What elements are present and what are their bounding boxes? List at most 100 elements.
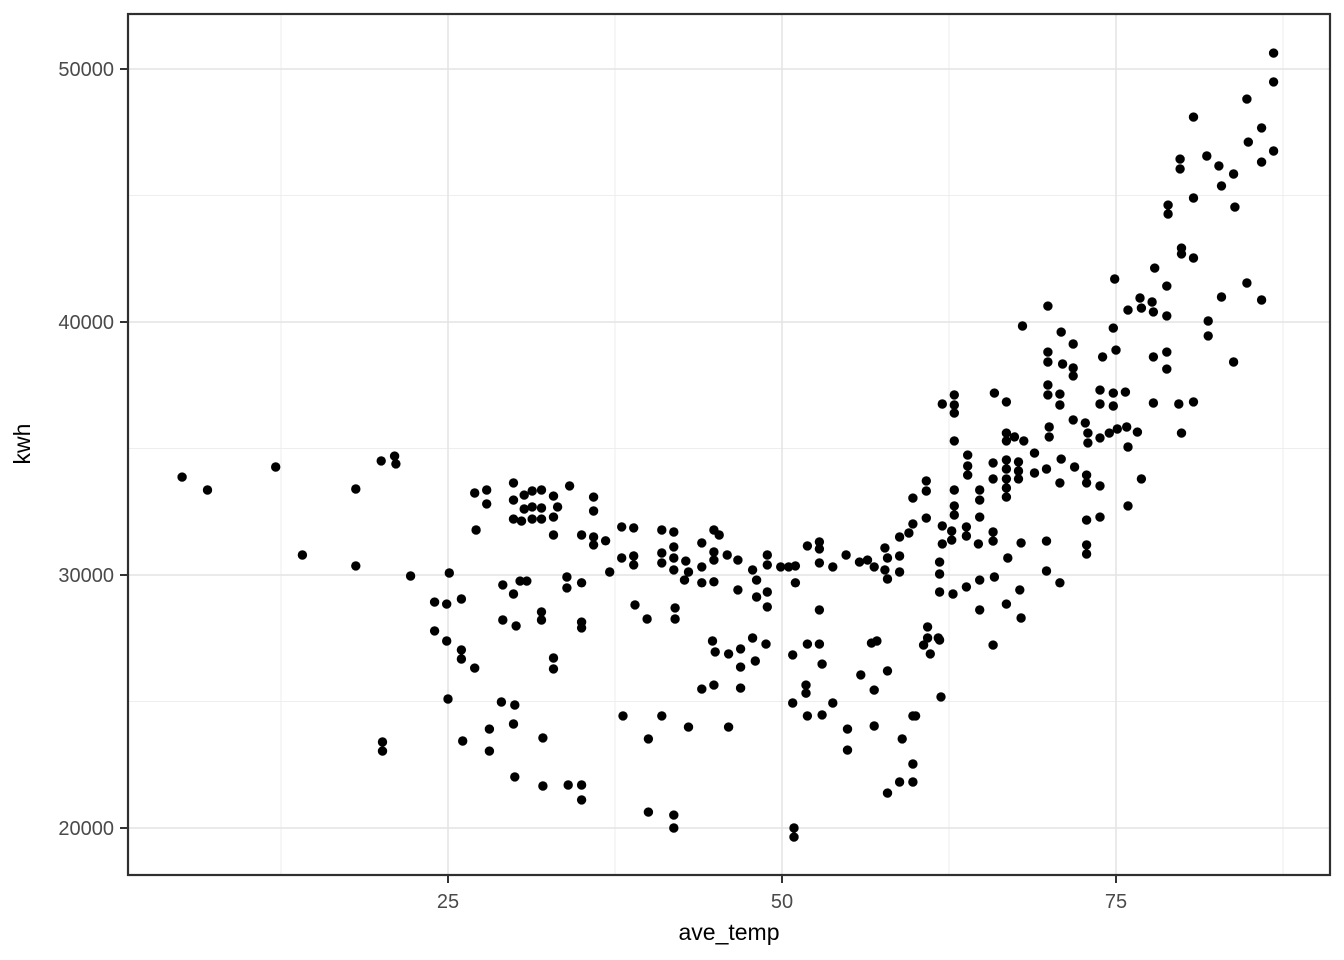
x-axis-tick-labels: 25 50 75 — [437, 891, 1127, 913]
data-point — [429, 597, 440, 607]
data-point — [1135, 293, 1145, 303]
data-point — [814, 544, 825, 554]
data-point — [552, 502, 563, 512]
data-point — [657, 525, 667, 535]
data-point — [862, 555, 873, 565]
data-point — [1044, 422, 1054, 432]
data-point — [536, 503, 547, 513]
data-point — [723, 722, 734, 732]
data-point — [1081, 540, 1092, 550]
data-point — [1163, 209, 1173, 219]
data-point — [642, 614, 652, 624]
data-point — [910, 711, 921, 721]
data-point — [988, 527, 998, 537]
data-point — [1256, 157, 1267, 167]
data-point — [1243, 137, 1254, 147]
data-point — [936, 692, 946, 702]
x-tick-label: 75 — [1105, 891, 1127, 913]
data-point — [681, 556, 691, 566]
data-point — [510, 772, 520, 782]
data-point — [527, 486, 537, 496]
panel-border — [126, 12, 1332, 877]
data-point — [747, 633, 758, 643]
data-point — [869, 685, 879, 695]
data-point — [1268, 77, 1279, 87]
data-point — [988, 474, 998, 484]
data-point — [1057, 359, 1068, 369]
data-point — [1019, 436, 1029, 446]
data-point — [988, 458, 998, 468]
data-point — [515, 576, 525, 586]
data-point — [1043, 301, 1053, 311]
data-point — [548, 512, 559, 522]
data-point — [548, 530, 559, 540]
data-point — [470, 488, 480, 498]
data-point — [536, 514, 547, 524]
data-point — [735, 683, 746, 693]
data-point — [679, 575, 690, 585]
data-point — [747, 565, 758, 575]
data-point — [519, 490, 529, 500]
data-point — [484, 746, 495, 756]
data-point — [921, 513, 931, 523]
data-point — [630, 600, 640, 610]
data-point — [722, 550, 732, 560]
data-point — [1216, 181, 1227, 191]
data-point — [961, 582, 972, 592]
data-point — [1001, 599, 1012, 609]
data-point — [709, 547, 719, 557]
data-point — [975, 575, 985, 585]
data-point — [904, 528, 914, 538]
data-point — [1041, 536, 1052, 546]
data-point — [617, 553, 627, 563]
data-point — [1095, 433, 1105, 443]
data-point — [814, 605, 825, 615]
data-point — [869, 721, 879, 731]
data-point — [922, 633, 933, 643]
data-point — [516, 516, 527, 526]
data-point — [814, 537, 825, 547]
data-point — [1017, 321, 1028, 331]
gridlines-major — [128, 14, 1330, 875]
data-point — [1136, 474, 1147, 484]
data-point — [947, 526, 957, 536]
data-point — [937, 399, 947, 409]
data-point — [538, 733, 548, 743]
data-point — [377, 737, 388, 747]
data-point — [576, 795, 587, 805]
data-point — [508, 589, 519, 599]
data-point — [814, 639, 825, 649]
data-point — [1055, 578, 1065, 588]
data-point — [1009, 432, 1020, 442]
data-point — [1162, 347, 1172, 357]
data-point — [908, 493, 918, 503]
data-point — [588, 540, 599, 550]
data-point — [1256, 123, 1267, 133]
data-point — [522, 576, 532, 586]
data-point — [1095, 399, 1105, 409]
data-point — [723, 649, 734, 659]
data-points-layer — [177, 48, 1279, 842]
data-point — [882, 788, 893, 798]
data-point — [1001, 492, 1012, 502]
data-point — [442, 599, 452, 609]
data-point — [576, 530, 587, 540]
data-point — [762, 550, 772, 560]
data-point — [921, 476, 931, 486]
y-tick-label: 30000 — [58, 565, 114, 587]
data-point — [697, 684, 707, 694]
data-point — [1148, 307, 1159, 317]
data-point — [1123, 442, 1133, 452]
data-point — [1095, 481, 1105, 491]
data-point — [801, 688, 811, 698]
y-tick-label: 50000 — [58, 59, 114, 81]
data-point — [202, 485, 213, 495]
data-point — [776, 562, 786, 572]
data-point — [1163, 200, 1173, 210]
data-point — [1041, 464, 1052, 474]
data-point — [643, 734, 654, 744]
data-point — [1174, 399, 1184, 409]
data-point — [828, 562, 838, 572]
